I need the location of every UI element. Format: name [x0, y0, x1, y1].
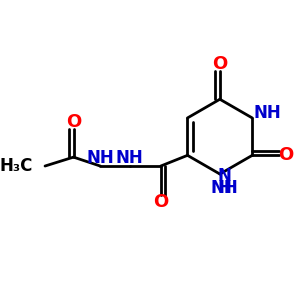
Text: H: H	[218, 179, 231, 197]
Text: H₃C: H₃C	[0, 157, 33, 175]
Text: NH: NH	[116, 149, 143, 167]
Text: NH: NH	[211, 179, 238, 197]
Text: O: O	[212, 55, 227, 73]
Text: O: O	[66, 112, 81, 130]
Text: O: O	[278, 146, 294, 164]
Text: NH: NH	[86, 149, 114, 167]
Text: NH: NH	[254, 104, 281, 122]
Text: N: N	[218, 167, 231, 185]
Text: O: O	[153, 193, 168, 211]
